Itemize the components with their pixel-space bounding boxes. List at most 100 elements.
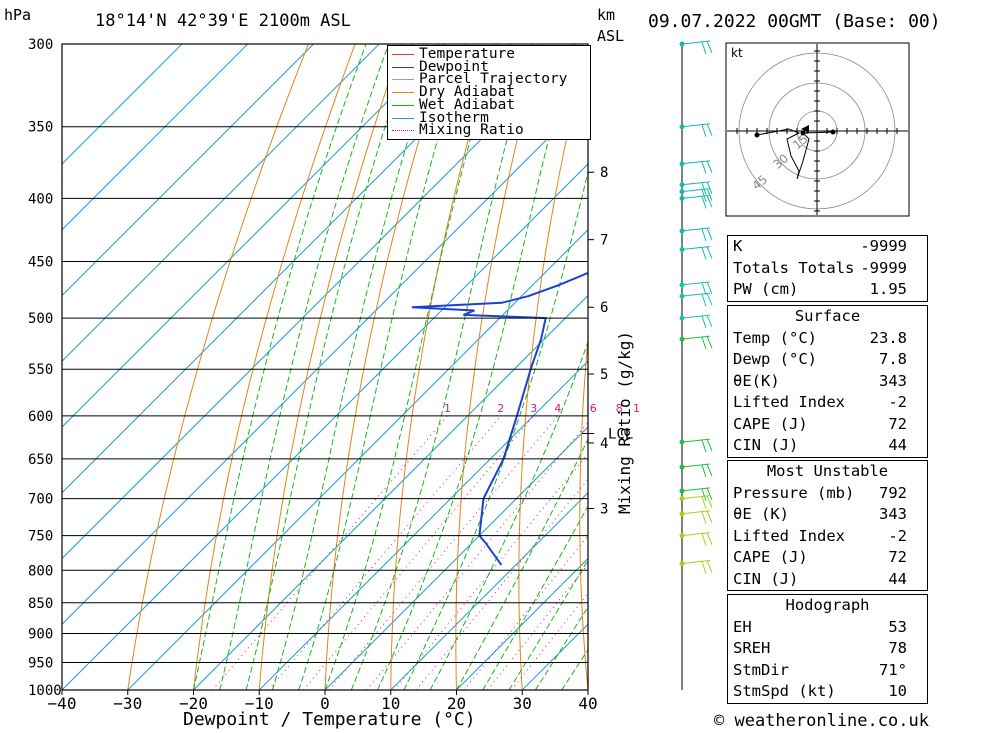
index-value: -9999 [860,258,907,277]
hodograph-frame [725,42,910,217]
pressure-tick-label: 450 [28,255,53,271]
table-row: PW (cm) 1.95 [728,279,927,301]
hodograph-ring-label: 30 [770,151,791,172]
wind-barb [681,123,713,137]
hodograph-point [830,129,836,135]
legend-swatch [392,66,414,68]
wind-barb [681,281,713,296]
indices-top-table: K -9999 Totals Totals -9999 PW (cm) 1.95 [727,235,928,302]
wind-barb [681,532,713,546]
height-unit-km: km [597,6,616,24]
index-label: PW (cm) [733,280,799,298]
table-row: Lifted Index -2 [728,526,927,548]
wind-barb-column [679,40,713,690]
pressure-tick-label: 850 [28,596,53,612]
mixing-ratio-label: 1 [444,402,451,415]
legend-item: Parcel Trajectory [388,71,588,88]
wet-adiabat-line [219,44,390,690]
wet-adiabat-line [298,44,467,690]
pressure-tick-label: 650 [28,452,53,468]
wet-adiabat-line [429,340,588,690]
wet-adiabat-line [350,44,534,690]
legend-item: Dewpoint [388,58,588,75]
table-row: θE (K) 343 [728,504,927,526]
index-value: 1.95 [869,280,907,298]
wind-level-dot [679,282,685,288]
index-value: -2 [888,526,907,545]
hodograph-unit-label: kt [731,46,743,60]
pressure-tick-label: 1000 [28,683,62,699]
wind-barb [681,495,713,509]
wind-barb [681,227,713,242]
index-label: SREH [733,639,771,657]
wind-barb [681,335,713,350]
wind-barb [681,463,713,478]
pressure-tick-label: 750 [28,529,53,545]
plot-frame [61,43,594,695]
isotherm-line [324,426,588,690]
legend-label: Parcel Trajectory [419,71,568,88]
table-row: Pressure (mb) 792 [728,483,927,505]
isotherm-line [62,163,588,690]
index-label: Lifted Index [733,526,845,545]
index-label: StmSpd (kt) [733,682,836,700]
index-label: CAPE (J) [733,414,808,433]
mixing-ratio-line [366,421,588,690]
x-tick-label: 40 [578,694,597,713]
dry-adiabat-line [324,44,449,690]
index-label: EH [733,617,752,636]
legend-item: Wet Adiabat [388,98,588,112]
index-label: CAPE (J) [733,548,808,566]
isotherm-line [193,294,588,690]
table-row: SREH 78 [728,638,927,660]
legend-label: Dewpoint [419,58,489,75]
pressure-tick-label: 950 [28,655,53,671]
index-value: 343 [879,505,907,523]
isotherm-line [390,492,588,690]
dry-adiabat-line [193,44,356,690]
mixing-ratio-line [212,415,448,690]
pressure-tick-label: 400 [28,191,53,207]
wet-adiabat-line [508,559,588,690]
datetime-label: 09.07.2022 00GMT (Base: 00) [648,11,941,32]
pressure-tick-label: 600 [28,409,53,425]
dry-adiabat-line [455,44,542,690]
table-row: CAPE (J) 72 [728,547,927,569]
wind-barb [681,160,713,174]
mixing-ratio-label: 8 [616,402,623,415]
profile-lines [411,271,588,566]
lcl-label: LCL [608,427,633,443]
table-row: CIN (J) 44 [728,435,927,457]
x-tick-label: 20 [447,694,466,713]
index-value: 44 [888,436,907,454]
legend-swatch [392,92,414,94]
index-value: 72 [888,548,907,566]
isotherm-line [62,97,588,625]
height-unit-asl: ASL [597,27,625,45]
axis-labels: 1234681016202530035040045050055060065070… [28,37,640,713]
skewt-chart: 1234681016202530035040045050055060065070… [28,37,640,713]
dry-adiabat-line [258,44,403,690]
index-value: 44 [888,569,907,588]
mixing-ratio-label: 4 [554,402,561,415]
index-label: Dewp (°C) [733,350,817,368]
legend-item: Temperature [388,47,588,61]
x-tick-label: −20 [179,694,208,713]
index-label: StmDir [733,660,789,679]
legend-swatch [392,79,414,81]
table-title: Hodograph [785,596,870,614]
index-label: θE (K) [733,505,789,523]
index-value: 53 [888,617,907,636]
index-value: 72 [888,414,907,433]
hodograph-trace [756,128,834,180]
pressure-tick-label: 300 [28,37,53,53]
index-label: Pressure (mb) [733,483,855,502]
index-value: -2 [888,393,907,411]
table-row: StmDir 71° [728,660,927,682]
index-value: 78 [888,639,907,657]
isotherm-line [62,44,314,297]
index-label: Totals Totals [733,258,855,277]
table-row: Dewp (°C) 7.8 [728,349,927,371]
index-label: CIN (J) [733,569,799,588]
